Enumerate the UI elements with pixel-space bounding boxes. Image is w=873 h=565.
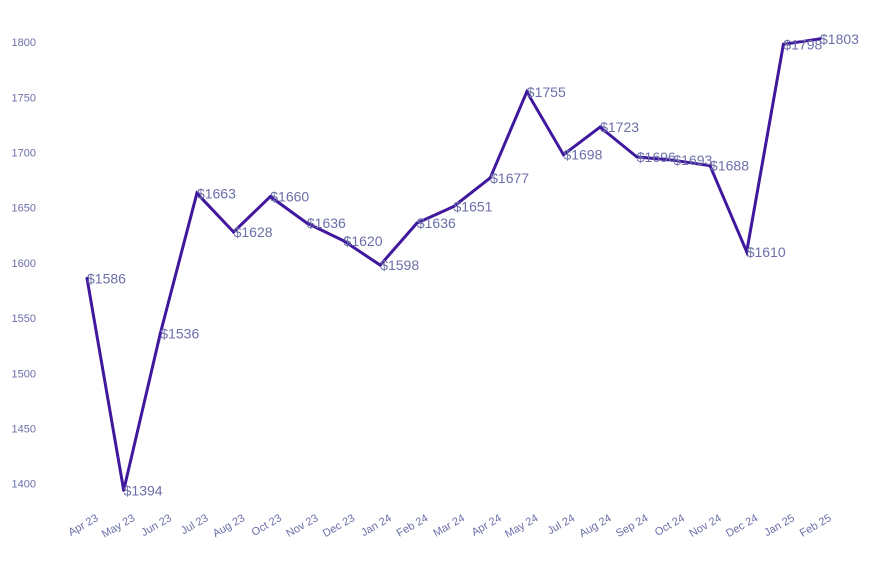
x-tick-label: Aug 24 — [577, 512, 613, 540]
x-tick-label: Feb 25 — [798, 512, 834, 540]
data-point — [488, 176, 492, 180]
data-point — [195, 191, 199, 195]
x-tick-label: Nov 23 — [284, 512, 320, 540]
x-tick-label: Aug 23 — [211, 512, 247, 540]
x-tick-label: Dec 23 — [321, 512, 357, 540]
data-label: $1598 — [380, 257, 419, 273]
data-label: $1394 — [124, 482, 163, 498]
x-tick-label: Dec 24 — [724, 512, 760, 540]
data-point — [85, 276, 89, 280]
y-tick-label: 1450 — [12, 423, 36, 435]
data-label: $1628 — [234, 224, 273, 240]
series-group — [85, 37, 822, 492]
data-point — [635, 155, 639, 159]
x-tick-label: Oct 24 — [653, 512, 687, 539]
x-axis: Apr 23 May 23 Jun 23 Jul 23 Aug 23 Oct 23 Nov … — [66, 512, 833, 540]
data-label: $1536 — [160, 326, 199, 342]
data-point — [561, 153, 565, 157]
data-label: $1755 — [527, 84, 566, 100]
data-label: $1586 — [87, 270, 126, 286]
data-point — [708, 164, 712, 168]
x-tick-label: Sep 24 — [614, 512, 650, 540]
data-point — [745, 250, 749, 254]
y-tick-label: 1750 — [12, 92, 36, 104]
x-tick-label: May 24 — [503, 512, 540, 540]
x-tick-label: Jan 24 — [359, 512, 394, 539]
data-label: $1693 — [673, 152, 712, 168]
series-line — [85, 37, 821, 491]
data-point — [415, 221, 419, 225]
y-tick-label: 1650 — [12, 203, 36, 215]
data-point — [818, 37, 822, 41]
data-point — [305, 221, 309, 225]
x-tick-label: Jul 23 — [179, 512, 210, 537]
y-tick-label: 1400 — [12, 479, 36, 491]
data-point — [158, 332, 162, 336]
data-label: $1723 — [600, 119, 639, 135]
data-label: $1636 — [307, 215, 346, 231]
data-label: $1660 — [270, 189, 309, 205]
x-tick-label: May 23 — [100, 512, 137, 540]
data-label: $1663 — [197, 185, 236, 201]
data-label: $1696 — [637, 149, 676, 165]
data-label: $1610 — [747, 244, 786, 260]
x-tick-label: Jul 24 — [546, 512, 577, 537]
data-point — [378, 263, 382, 267]
x-tick-label: Feb 24 — [395, 512, 431, 540]
x-tick-label: Mar 24 — [431, 512, 467, 540]
data-label: $1688 — [710, 158, 749, 174]
data-point — [122, 488, 126, 492]
y-tick-label: 1800 — [12, 37, 36, 49]
y-tick-label: 1550 — [12, 313, 36, 325]
data-label: $1798 — [783, 36, 822, 52]
data-label: $1620 — [344, 233, 383, 249]
data-point — [452, 205, 455, 209]
data-point — [671, 158, 675, 162]
y-tick-label: 1500 — [12, 368, 36, 380]
data-labels-group: $1586 $1394 $1536 $1663 $1628 $1660 $1636 $1620… — [87, 31, 859, 499]
x-tick-label: Jan 25 — [762, 512, 797, 539]
y-tick-label: 1700 — [12, 147, 36, 159]
data-label: $1677 — [490, 170, 529, 186]
x-tick-label: Apr 24 — [470, 512, 504, 539]
y-axis: 1400 1450 1500 1550 1600 1650 1700 1750 1800 — [12, 37, 36, 491]
x-tick-label: Oct 23 — [250, 512, 284, 539]
x-tick-label: Jun 23 — [139, 512, 174, 539]
data-point — [781, 42, 785, 46]
x-tick-label: Nov 24 — [687, 512, 723, 540]
data-point — [232, 230, 236, 234]
y-tick-label: 1600 — [12, 258, 36, 270]
data-point — [598, 125, 602, 129]
data-label: $1636 — [417, 215, 456, 231]
data-point — [268, 195, 272, 199]
data-point — [525, 90, 529, 94]
x-tick-label: Apr 23 — [66, 512, 100, 539]
data-label: $1651 — [454, 199, 493, 215]
data-label: $1803 — [820, 31, 859, 47]
data-point — [342, 239, 346, 243]
data-label: $1698 — [563, 147, 602, 163]
